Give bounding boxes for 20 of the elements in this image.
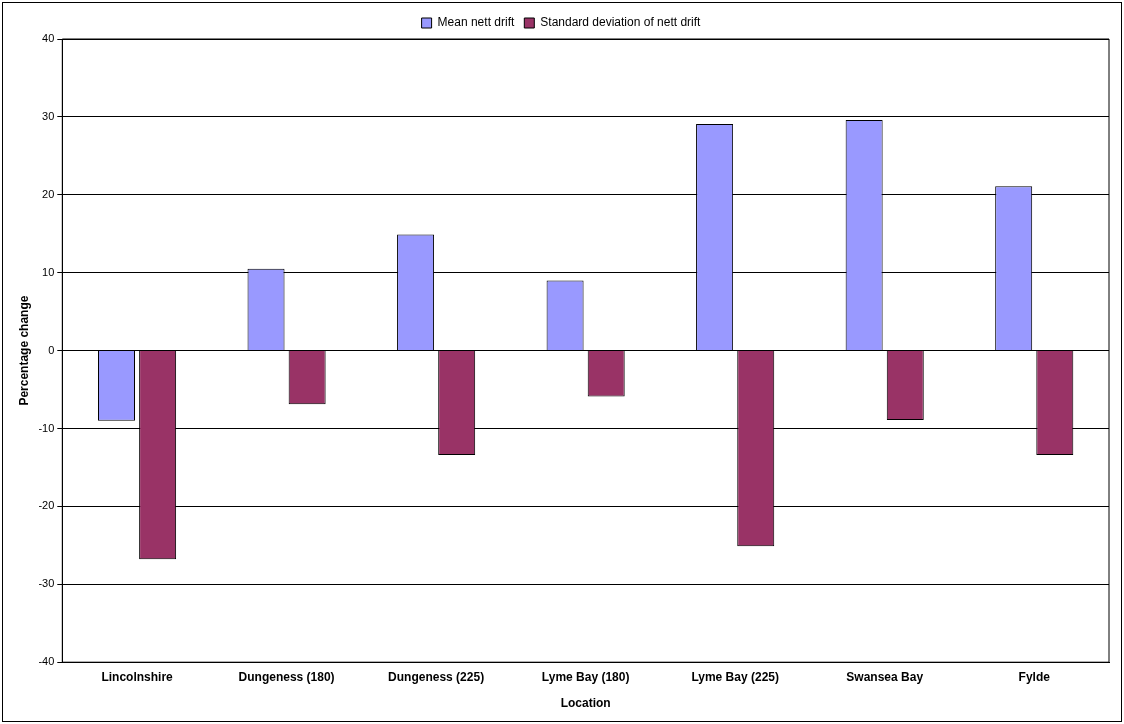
x-tick-label: Dungeness (180) <box>238 669 335 684</box>
y-tick-label: 0 <box>48 343 55 356</box>
y-tick-label: 20 <box>42 187 55 200</box>
legend-label: Standard deviation of nett drift <box>540 15 702 30</box>
y-axis-title: Percentage change <box>16 295 31 406</box>
y-tick-label: -30 <box>38 577 55 590</box>
y-tick-label: -40 <box>38 655 55 668</box>
y-tick-label: 40 <box>42 32 55 45</box>
x-tick-label: Dungeness (225) <box>388 669 485 684</box>
legend-label: Mean nett drift <box>437 15 515 30</box>
y-tick-label: -20 <box>38 499 55 512</box>
x-tick-label: Lyme Bay (180) <box>541 669 630 684</box>
x-tick-label: Lyme Bay (225) <box>691 669 779 684</box>
x-axis-title: Location <box>560 696 611 711</box>
y-tick-label: -10 <box>38 421 55 434</box>
x-tick-label: Swansea Bay <box>846 669 924 684</box>
x-tick-label: Fylde <box>1018 669 1051 684</box>
x-tick-label: Lincolnshire <box>101 669 174 684</box>
y-tick-label: 10 <box>42 265 55 278</box>
y-tick-label: 30 <box>42 109 55 122</box>
